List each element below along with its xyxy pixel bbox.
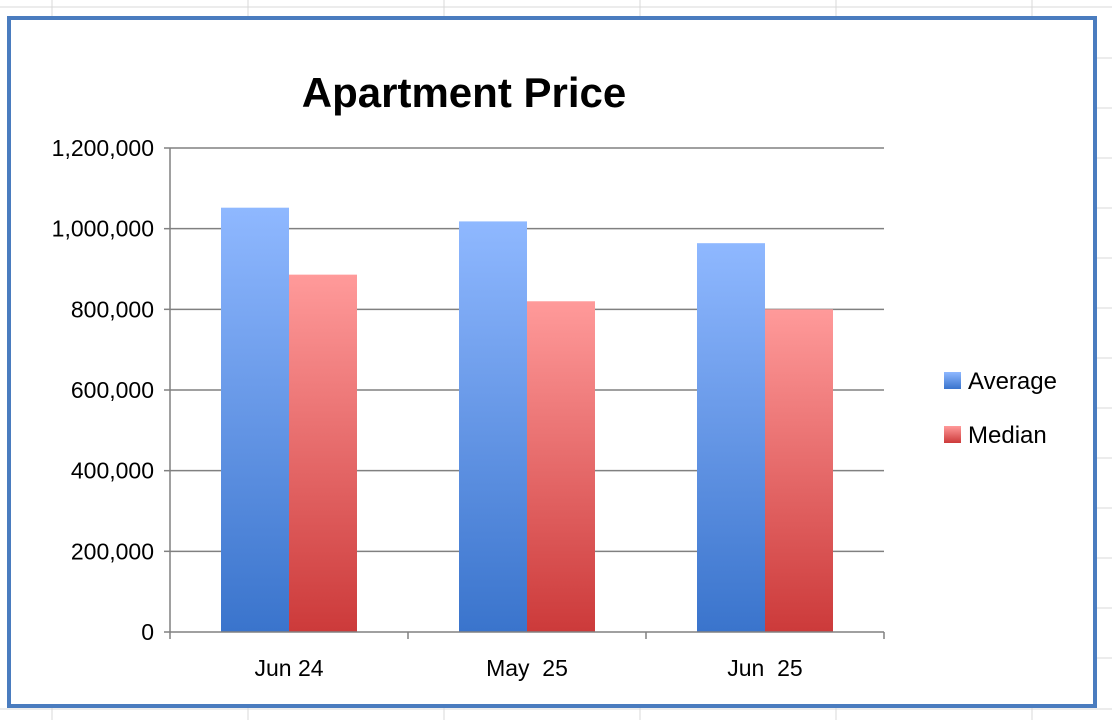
bar-median [289,274,357,632]
bars [221,207,833,633]
legend-swatch-average [944,372,961,389]
y-tick-label: 200,000 [71,538,154,564]
y-tick-label: 1,000,000 [52,216,154,242]
bar-median [765,309,833,632]
y-tick-label: 600,000 [71,377,154,403]
y-tick-label: 1,200,000 [52,135,154,161]
axes: 0 200,000 400,000 600,000 800,000 1,000,000 1,… [52,135,885,681]
chart-object[interactable]: Apartment Price 0 200,000 400,000 600,000 80… [7,16,1097,708]
bar-average [697,243,765,633]
legend: Average Median [944,368,1057,449]
x-tick-label: Jun 25 [727,655,802,681]
x-tick-label: Jun 24 [254,655,323,681]
y-tick-label: 0 [141,619,154,645]
bar-median [527,301,595,632]
y-tick-label: 800,000 [71,296,154,322]
y-tick-label: 400,000 [71,458,154,484]
bar-average [459,221,527,632]
x-tick-label: May 25 [486,655,568,681]
chart-canvas: Apartment Price 0 200,000 400,000 600,000 80… [52,69,1057,681]
chart-title: Apartment Price [302,69,626,116]
bar-average [221,207,289,632]
legend-label-average: Average [968,368,1057,395]
legend-swatch-median [944,426,961,443]
legend-label-median: Median [968,422,1047,449]
